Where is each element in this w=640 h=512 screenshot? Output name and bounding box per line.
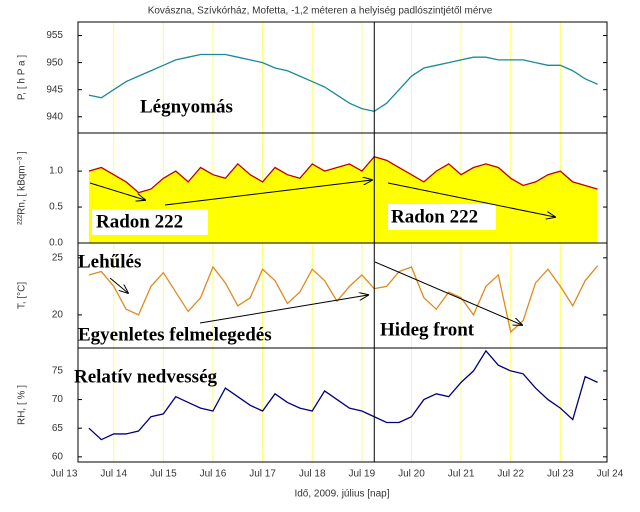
annotation: Relatív nedvesség — [74, 366, 218, 387]
x-tick-label: Jul 15 — [150, 469, 177, 480]
line — [88, 53, 598, 113]
y-tick-label: 0.5 — [49, 202, 63, 213]
annotation: Radon 222 — [391, 206, 478, 227]
arrow — [89, 182, 145, 200]
y-tick-label: 70 — [52, 394, 64, 405]
annotation: Egyenletes felmelegedés — [78, 324, 272, 345]
x-tick-label: Jul 13 — [51, 469, 78, 480]
y-axis-label: ²²²Rn, [ kBqm⁻³ ] — [17, 151, 28, 225]
y-tick-label: 955 — [46, 30, 63, 41]
arrow — [374, 261, 522, 325]
x-tick-label: Jul 14 — [100, 469, 127, 480]
y-tick-label: 65 — [52, 423, 64, 434]
x-tick-label: Jul 19 — [349, 469, 376, 480]
y-tick-label: 1.0 — [49, 166, 63, 177]
annotation: Hideg front — [380, 319, 475, 340]
x-tick-label: Jul 22 — [497, 469, 524, 480]
x-tick-label: Jul 18 — [299, 469, 326, 480]
panel-frame — [77, 347, 608, 463]
y-axis-label: RH, [ % ] — [17, 385, 28, 425]
y-tick-label: 20 — [52, 310, 64, 321]
x-tick-label: Jul 23 — [547, 469, 574, 480]
label-box — [388, 204, 496, 230]
y-tick-label: 945 — [46, 84, 63, 95]
chart-title: Kovászna, Szívkórház, Mofetta, -1,2 méte… — [148, 6, 493, 17]
y-tick-label: 60 — [52, 451, 64, 462]
y-tick-label: 950 — [46, 57, 63, 68]
y-tick-label: 940 — [46, 111, 63, 122]
label-box — [92, 209, 208, 235]
x-tick-label: Jul 17 — [249, 469, 276, 480]
arrow — [109, 277, 128, 293]
line — [88, 155, 598, 194]
arrow — [164, 180, 372, 206]
x-tick-label: Jul 21 — [448, 469, 475, 480]
y-axis-label: T, [°C] — [17, 282, 28, 310]
y-axis-label: P, [ h P a ] — [17, 55, 28, 100]
annotation: Radon 222 — [96, 211, 183, 232]
y-tick-label: 0.0 — [49, 238, 63, 249]
x-axis-label: Idő, 2009. július [nap] — [294, 489, 389, 500]
x-tick-label: Jul 24 — [597, 469, 624, 480]
line — [88, 349, 598, 441]
x-tick-label: Jul 16 — [200, 469, 227, 480]
annotation: Légnyomás — [140, 96, 233, 117]
y-tick-label: 25 — [52, 252, 64, 263]
annotations: Légnyomás Radon 222 Radon 222 Lehűlés Egyenl… — [74, 96, 555, 387]
y-tick-label: 75 — [52, 366, 64, 377]
annotation: Lehűlés — [78, 251, 141, 272]
line — [88, 265, 599, 334]
arrow — [387, 182, 555, 217]
x-tick-label: Jul 20 — [398, 469, 425, 480]
arrow — [199, 295, 368, 324]
